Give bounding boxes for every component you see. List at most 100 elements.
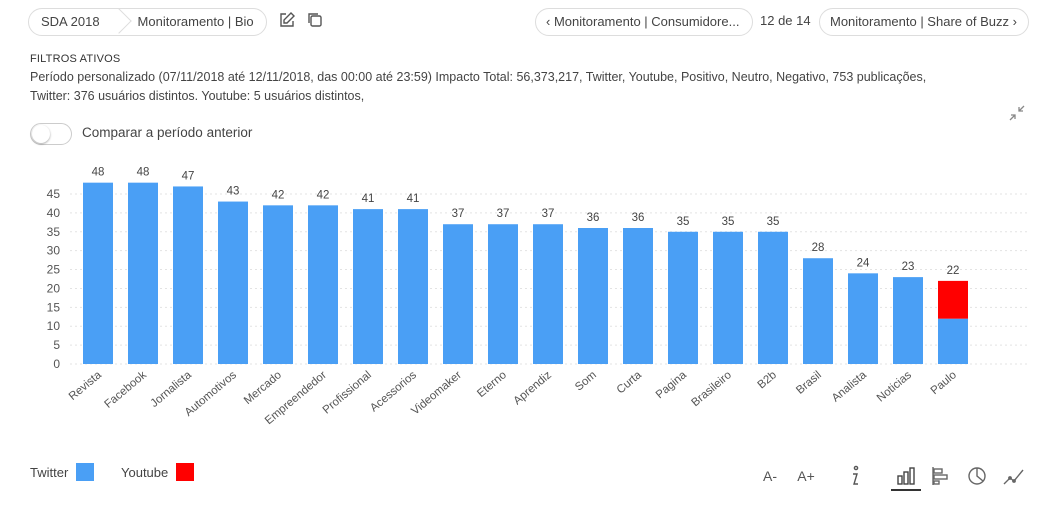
- breadcrumb-project[interactable]: SDA 2018: [41, 14, 100, 29]
- x-tick-label: Eterno: [475, 369, 509, 400]
- bar-chart: 0 5 10 15 20 25 30 35 40 45 48 Revista 48 Facebook 47 J…: [47, 167, 1028, 427]
- filters-title: FILTROS ATIVOS: [30, 53, 121, 65]
- edit-icon[interactable]: [278, 11, 296, 29]
- bar-twitter: [353, 209, 383, 364]
- data-label: 35: [722, 216, 735, 228]
- bar-twitter: [713, 231, 743, 364]
- y-tick-label: 25: [47, 263, 61, 277]
- bar-twitter: [533, 224, 563, 364]
- data-label: 37: [452, 208, 465, 220]
- legend-item-twitter[interactable]: Twitter: [30, 463, 95, 481]
- data-label: 23: [902, 261, 915, 273]
- legend-item-youtube[interactable]: Youtube: [121, 463, 195, 481]
- toggle-knob: [32, 125, 50, 143]
- font-larger-button[interactable]: A+: [797, 468, 815, 484]
- y-tick-label: 30: [47, 244, 61, 258]
- x-tick-label: B2b: [756, 369, 779, 391]
- data-label: 36: [587, 212, 600, 224]
- previous-dashboard-button[interactable]: ‹ Monitoramento | Consumidore...: [535, 8, 753, 36]
- bar-twitter: [218, 201, 248, 364]
- bar-twitter: [668, 231, 698, 364]
- x-tick-label: Analista: [830, 369, 870, 405]
- x-tick-label: Mercado: [242, 369, 284, 407]
- bar-chart-icon[interactable]: [891, 462, 921, 491]
- info-icon[interactable]: [843, 462, 867, 490]
- bar-twitter: [848, 273, 878, 364]
- page-indicator: 12 de 14: [760, 13, 811, 28]
- y-tick-label: 45: [47, 187, 61, 201]
- breadcrumb-dashboard[interactable]: Monitoramento | Bio: [137, 14, 254, 29]
- data-label: 41: [362, 193, 375, 205]
- pie-chart-icon[interactable]: [963, 462, 991, 490]
- font-smaller-button[interactable]: A-: [763, 468, 777, 484]
- x-tick-label: Profissional: [321, 369, 374, 416]
- bar-twitter: [263, 205, 293, 364]
- x-tick-label: Facebook: [103, 369, 150, 411]
- bar-twitter: [938, 318, 968, 364]
- bar-twitter: [443, 224, 473, 364]
- bar-twitter: [308, 205, 338, 364]
- data-label: 42: [272, 189, 285, 201]
- bar-youtube: [938, 280, 968, 319]
- x-tick-label: Paulo: [929, 369, 959, 397]
- bar-twitter: [488, 224, 518, 364]
- y-tick-label: 0: [53, 357, 60, 371]
- collapse-icon[interactable]: [1008, 104, 1026, 122]
- legend-swatch-youtube: [176, 463, 195, 481]
- x-tick-label: Revista: [67, 369, 105, 403]
- x-tick-label: Som: [573, 369, 599, 393]
- data-label: 24: [857, 257, 870, 269]
- y-tick-label: 35: [47, 225, 61, 239]
- bar-twitter: [128, 182, 158, 364]
- filters-line-1: Período personalizado (07/11/2018 até 12…: [30, 70, 927, 84]
- y-tick-label: 20: [47, 281, 61, 295]
- filters-line-2: Twitter: 376 usuários distintos. Youtube…: [30, 89, 365, 103]
- compare-toggle-label: Comparar a período anterior: [82, 125, 253, 140]
- data-label: 36: [632, 212, 645, 224]
- x-tick-label: Pagina: [654, 369, 690, 402]
- data-label: 48: [92, 167, 105, 179]
- previous-dashboard-label: Monitoramento | Consumidore...: [553, 14, 740, 29]
- bar-twitter: [803, 258, 833, 364]
- data-label: 43: [227, 186, 240, 198]
- compare-toggle[interactable]: [30, 123, 72, 145]
- data-label: 22: [947, 265, 960, 277]
- legend-label-youtube: Youtube: [121, 464, 169, 480]
- bar-twitter: [173, 186, 203, 364]
- x-tick-label: Aprendiz: [511, 369, 554, 408]
- data-label: 37: [497, 208, 510, 220]
- legend-label-twitter: Twitter: [30, 464, 69, 480]
- y-tick-label: 15: [47, 300, 61, 314]
- x-tick-label: Brasil: [794, 369, 824, 397]
- data-label: 41: [407, 193, 420, 205]
- bar-twitter: [893, 277, 923, 364]
- horizontal-bar-chart-icon[interactable]: [927, 462, 955, 490]
- y-tick-label: 10: [47, 319, 61, 333]
- bar-twitter: [398, 209, 428, 364]
- data-label: 35: [767, 216, 780, 228]
- x-tick-label: Videomaker: [409, 369, 464, 418]
- next-dashboard-label: Monitoramento | Share of Buzz: [830, 14, 1009, 29]
- data-label: 42: [317, 189, 330, 201]
- chevron-left-icon: ‹: [546, 14, 551, 29]
- bar-twitter: [758, 231, 788, 364]
- duplicate-icon[interactable]: [306, 11, 324, 29]
- data-label: 28: [812, 242, 825, 254]
- x-tick-label: Curta: [615, 369, 645, 397]
- chart-toolbar: A- A+: [755, 462, 1035, 491]
- filters-description: Período personalizado (07/11/2018 até 12…: [30, 68, 990, 106]
- breadcrumb-separator: [112, 9, 126, 35]
- x-tick-label: Noticias: [875, 369, 914, 405]
- data-label: 35: [677, 216, 690, 228]
- chevron-right-icon: ›: [1012, 14, 1017, 29]
- line-chart-icon[interactable]: [999, 462, 1029, 490]
- data-label: 48: [137, 167, 150, 179]
- bar-twitter: [623, 228, 653, 364]
- legend-swatch-twitter: [76, 463, 95, 481]
- x-tick-label: Brasileiro: [689, 369, 733, 409]
- top-bar: SDA 2018 Monitoramento | Bio ‹ Monitoram…: [0, 0, 1048, 44]
- data-label: 37: [542, 208, 555, 220]
- next-dashboard-button[interactable]: Monitoramento | Share of Buzz ›: [819, 8, 1029, 36]
- bar-twitter: [83, 182, 113, 364]
- breadcrumb: SDA 2018 Monitoramento | Bio: [28, 8, 267, 36]
